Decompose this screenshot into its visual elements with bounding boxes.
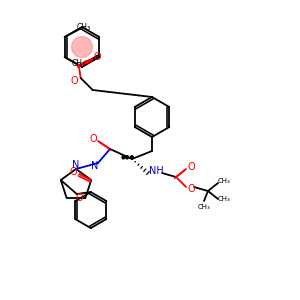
Text: O: O xyxy=(94,52,101,62)
Text: CH₃: CH₃ xyxy=(218,178,230,184)
Text: N: N xyxy=(91,161,99,171)
Text: NH: NH xyxy=(148,166,164,176)
Text: CH₃: CH₃ xyxy=(218,196,230,202)
Text: O: O xyxy=(69,167,77,177)
Text: N: N xyxy=(72,160,80,170)
Circle shape xyxy=(72,37,92,57)
Text: CH₃: CH₃ xyxy=(76,22,91,32)
Text: CH₃: CH₃ xyxy=(71,59,85,68)
Text: ●●●: ●●● xyxy=(121,154,135,160)
Text: O: O xyxy=(76,193,83,203)
Text: O: O xyxy=(187,184,195,194)
Text: CH₃: CH₃ xyxy=(198,204,210,210)
Text: O: O xyxy=(71,76,79,86)
Text: O: O xyxy=(89,134,97,144)
Text: O: O xyxy=(187,162,195,172)
